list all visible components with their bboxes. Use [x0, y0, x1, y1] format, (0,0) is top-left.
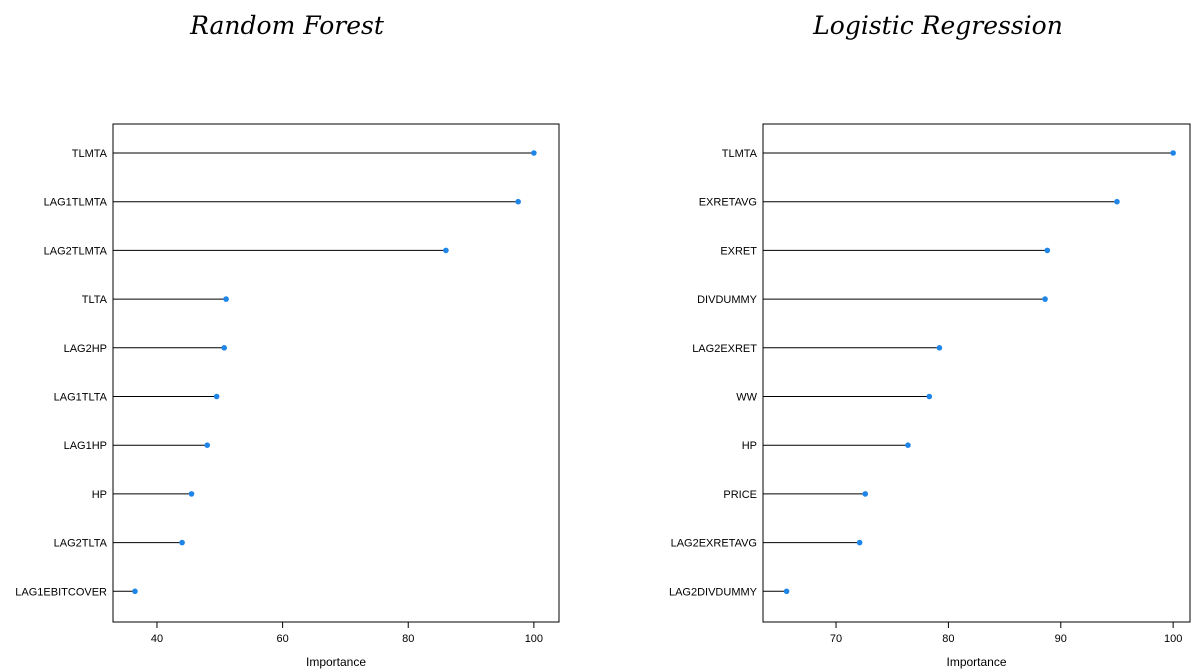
- logistic-regression-label-divdummy: DIVDUMMY: [697, 294, 758, 306]
- logistic-regression-point-lag2exret: [936, 345, 943, 351]
- random-forest-label-tlmta: TLMTA: [72, 148, 108, 160]
- logistic-regression-label-lag2exretavg: LAG2EXRETAVG: [671, 538, 757, 550]
- logistic-regression-point-lag2divdummy: [783, 588, 790, 595]
- random-forest-panel: Random Forest TLMTA LAG1TLMTA LAG2TLMTA TLT…: [15, 11, 560, 669]
- random-forest-point-lag1ebitcover: [132, 588, 138, 595]
- logistic-regression-label-exret: EXRET: [720, 245, 757, 257]
- logistic-regression-point-ww: [926, 393, 933, 400]
- random-forest-point-lag1hp: [204, 442, 211, 449]
- logistic-regression-marks: TLMTA EXRETAVG EXRET DIVDUMMY LAG2EXRET WW HP P…: [669, 148, 1176, 598]
- random-forest-xtick-label-100: 100: [525, 633, 543, 645]
- random-forest-label-lag1hp: LAG1HP: [64, 440, 107, 452]
- random-forest-xtick-label-40: 40: [151, 633, 163, 645]
- logistic-regression-xtick-label-80: 80: [942, 633, 954, 645]
- logistic-regression-point-lag2exretavg: [856, 539, 863, 546]
- logistic-regression-label-ww: WW: [736, 392, 757, 404]
- random-forest-point-tlta: [223, 296, 229, 302]
- logistic-regression-label-hp: HP: [742, 440, 757, 452]
- logistic-regression-plot-frame: [762, 123, 1191, 623]
- logistic-regression-x-axis: 70 80 90 100: [830, 622, 1182, 645]
- logistic-regression-point-hp: [905, 442, 911, 449]
- random-forest-label-lag1ebitcover: LAG1EBITCOVER: [15, 586, 107, 598]
- random-forest-label-hp: HP: [92, 489, 107, 501]
- logistic-regression-xtick-label-90: 90: [1055, 633, 1067, 645]
- random-forest-plot-frame: [112, 123, 560, 623]
- logistic-regression-label-price: PRICE: [723, 489, 757, 501]
- logistic-regression-point-divdummy: [1042, 296, 1048, 302]
- logistic-regression-point-tlmta: [1170, 150, 1176, 156]
- random-forest-label-lag1tlmta: LAG1TLMTA: [44, 197, 108, 209]
- logistic-regression-label-tlmta: TLMTA: [722, 148, 758, 160]
- random-forest-label-lag2tlmta: LAG2TLMTA: [44, 245, 108, 257]
- random-forest-point-hp: [188, 491, 195, 497]
- logistic-regression-xtick-label-100: 100: [1164, 633, 1182, 645]
- logistic-regression-panel: Logistic Regression TLMTA EXRETAVG EXRET DI…: [669, 11, 1191, 669]
- logistic-regression-point-price: [862, 491, 869, 497]
- logistic-regression-label-exretavg: EXRETAVG: [699, 197, 757, 209]
- random-forest-point-lag1tlta: [213, 393, 220, 400]
- logistic-regression-xtick-label-70: 70: [830, 633, 842, 645]
- random-forest-x-axis-title: Importance: [306, 655, 366, 669]
- random-forest-x-axis: 40 60 80 100: [151, 622, 543, 645]
- random-forest-label-lag2tlta: LAG2TLTA: [54, 538, 108, 550]
- random-forest-xtick-label-60: 60: [276, 633, 288, 645]
- random-forest-marks: TLMTA LAG1TLMTA LAG2TLMTA TLTA LAG2HP LAG1TLT…: [15, 148, 537, 598]
- random-forest-point-lag2hp: [221, 345, 227, 351]
- random-forest-title: Random Forest: [189, 11, 385, 40]
- random-forest-label-tlta: TLTA: [82, 294, 108, 306]
- random-forest-point-lag2tlmta: [443, 247, 449, 254]
- logistic-regression-x-axis-title: Importance: [946, 655, 1006, 669]
- logistic-regression-label-lag2exret: LAG2EXRET: [692, 343, 757, 355]
- random-forest-label-lag2hp: LAG2HP: [64, 343, 107, 355]
- random-forest-point-lag2tlta: [179, 539, 185, 546]
- logistic-regression-title: Logistic Regression: [812, 11, 1063, 40]
- random-forest-xtick-label-80: 80: [402, 633, 414, 645]
- logistic-regression-point-exretavg: [1114, 198, 1120, 205]
- random-forest-label-lag1tlta: LAG1TLTA: [54, 392, 108, 404]
- logistic-regression-point-exret: [1044, 247, 1051, 254]
- logistic-regression-label-lag2divdummy: LAG2DIVDUMMY: [669, 586, 758, 598]
- random-forest-point-lag1tlmta: [515, 198, 521, 205]
- random-forest-point-tlmta: [531, 150, 537, 156]
